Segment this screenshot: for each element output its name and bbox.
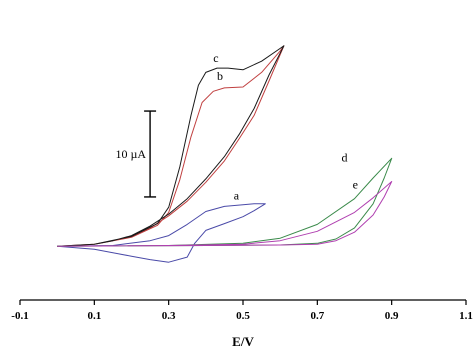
x-tick-label: 0.9 [385, 310, 399, 322]
trace-d [57, 157, 393, 247]
x-axis: -0.1 0.1 0.3 0.5 0.7 0.9 1.1 [11, 299, 473, 322]
curve-label-a: a [234, 189, 240, 203]
scale-bar: 10 µA [115, 110, 157, 198]
curve-label-b: b [217, 69, 223, 83]
trace-b [57, 45, 285, 247]
x-tick-label: -0.1 [11, 310, 28, 322]
x-tick-label: 0.7 [310, 310, 324, 322]
trace-a [57, 203, 266, 263]
curve-label-c: c [213, 51, 218, 65]
curve-labels-layer: a bc de [213, 51, 358, 202]
traces-layer [57, 45, 393, 263]
x-tick-label: 0.3 [162, 310, 176, 322]
x-tick-label: 0.5 [236, 310, 250, 322]
curve-label-d: d [342, 151, 348, 165]
x-tick-label: 0.1 [87, 310, 101, 322]
scale-bar-label: 10 µA [115, 147, 146, 161]
trace-e [57, 181, 393, 247]
x-axis-title: E/V [232, 334, 254, 349]
trace-c [57, 45, 285, 247]
x-tick-label: 1.1 [459, 310, 473, 322]
curve-label-e: e [353, 177, 358, 191]
